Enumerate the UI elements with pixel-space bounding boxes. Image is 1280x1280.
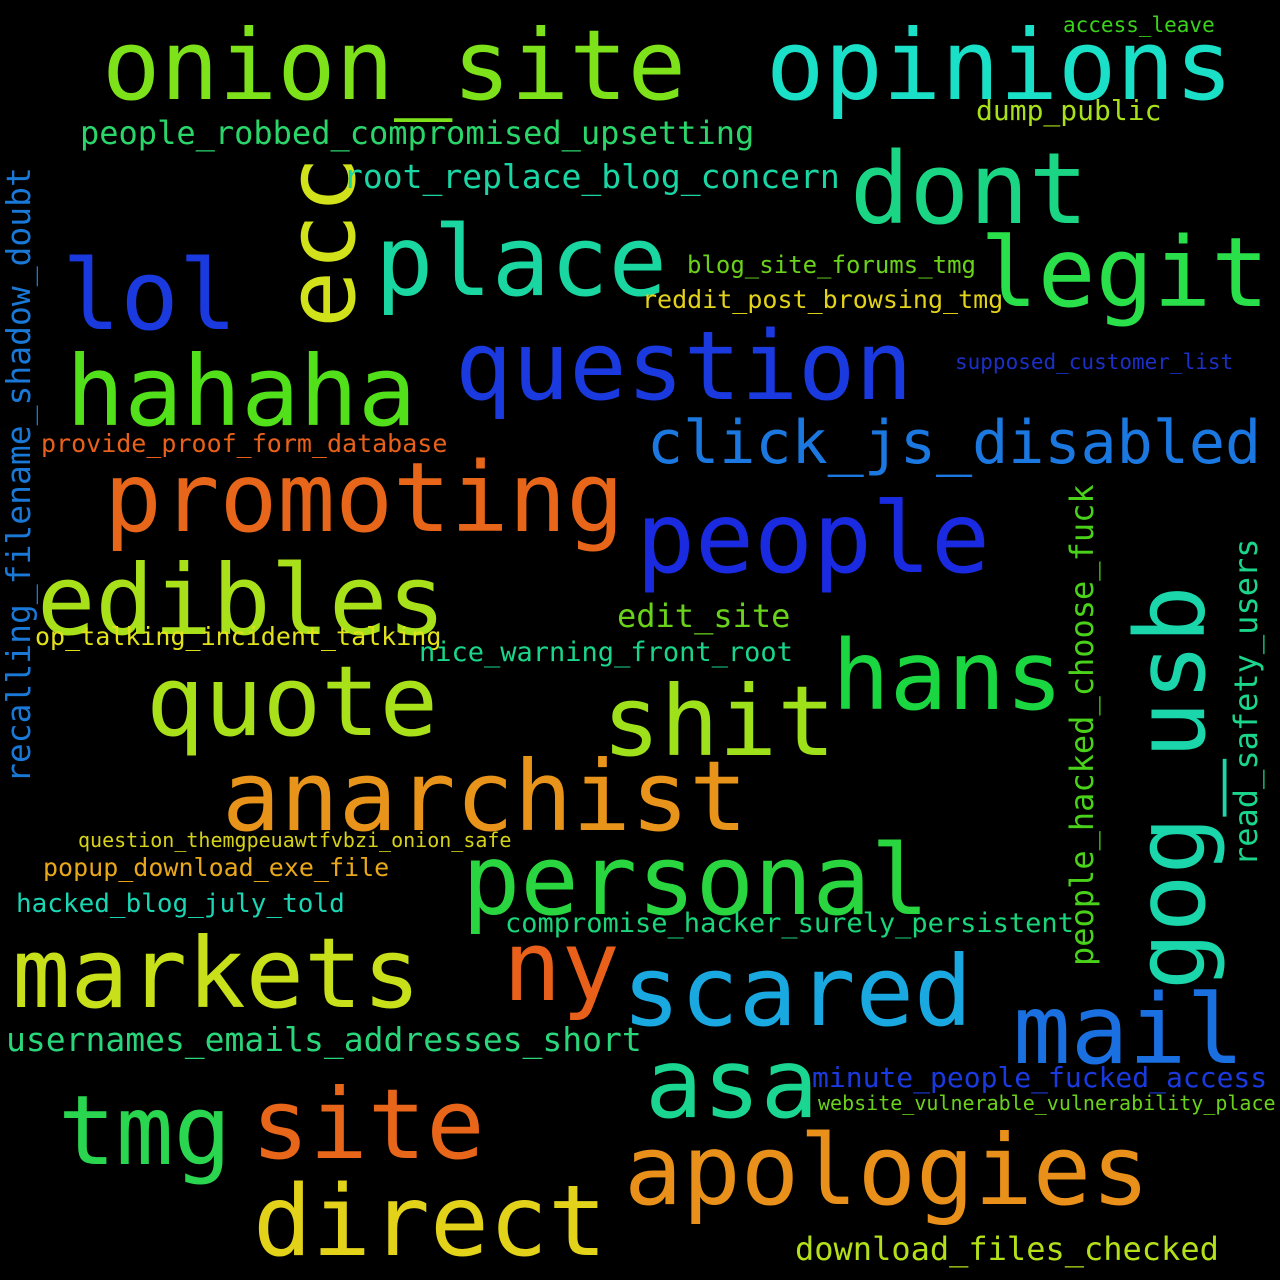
word-personal: personal: [462, 824, 930, 937]
word-place: place: [375, 205, 667, 318]
word-dont: dont: [850, 132, 1089, 247]
word-edibles: edibles: [37, 544, 446, 657]
word-hans: hans: [832, 620, 1064, 732]
word-quote: quote: [146, 645, 438, 758]
word-supposed-customer-list: supposed_customer_list: [955, 350, 1234, 374]
word-onion-site: onion_site: [102, 9, 686, 122]
word-opinions: opinions: [766, 9, 1234, 122]
word-provide-proof-form-database: provide_proof_form_database: [41, 429, 448, 458]
word-minute-people-fucked-access: minute_people_fucked_access: [812, 1061, 1268, 1094]
word-site: site: [251, 1068, 485, 1181]
word-question: question: [455, 312, 913, 422]
word-access-leave: access_leave: [1063, 13, 1215, 37]
word-usernames-emails-addresses-short: usernames_emails_addresses_short: [6, 1020, 642, 1059]
word-hahaha: hahaha: [66, 335, 417, 448]
word-op-talking-incident-talking: op_talking_incident_talking: [35, 622, 442, 651]
word-tmg: tmg: [58, 1075, 232, 1187]
word-shit: shit: [602, 665, 836, 778]
word-hacked-blog-july-told: hacked_blog_july_told: [16, 889, 345, 919]
word-read-safety-users: read_safety_users: [1227, 538, 1265, 866]
word-people-robbed-compromised-upsetting: people_robbed_compromised_upsetting: [80, 114, 755, 152]
word-root-replace-blog-concern: root_replace_blog_concern: [343, 157, 840, 196]
word-people: people: [636, 482, 991, 596]
word-question-themgpeuawtfvbzi-onion-safe: question_themgpeuawtfvbzi_onion_safe: [78, 828, 512, 852]
word-reddit-post-browsing-tmg: reddit_post_browsing_tmg: [642, 285, 1004, 314]
word-apologies: apologies: [624, 1114, 1150, 1227]
word-people-hacked-choose-fuck: people_hacked_choose_fuck: [1063, 484, 1101, 966]
word-mail: mail: [1013, 974, 1245, 1086]
word-dump-public: dump_public: [976, 94, 1162, 127]
word-asa: asa: [645, 1028, 819, 1140]
word-promoting: promoting: [104, 442, 625, 554]
word-website-vulnerable-vulnerability-place: website_vulnerable_vulnerability_place: [818, 1091, 1276, 1115]
word-lol: lol: [62, 239, 238, 352]
word-markets: markets: [12, 917, 421, 1030]
word-ny: ny: [503, 910, 620, 1023]
word-blog-site-forums-tmg: blog_site_forums_tmg: [687, 251, 976, 279]
word-download-files-checked: download_files_checked: [795, 1230, 1219, 1268]
word-compromise-hacker-surely-persistent: compromise_hacker_surely_persistent: [505, 908, 1074, 939]
word-scared: scared: [622, 935, 973, 1048]
word-edit-site: edit_site: [617, 597, 791, 635]
word-popup-download-exe-file: popup_download_exe_file: [43, 853, 390, 882]
word-recalling-filename-shadow-doubt: recalling_filename_shadow_doubt: [0, 167, 38, 783]
word-click-js-disabled: click_js_disabled: [647, 408, 1262, 478]
word-anarchist: anarchist: [222, 740, 748, 853]
word-gog-usb: gog_usb: [1115, 585, 1227, 990]
word-legit: legit: [980, 217, 1269, 329]
word-direct: direct: [253, 1165, 608, 1279]
word-nice-warning-front-root: nice_warning_front_root: [419, 637, 793, 668]
